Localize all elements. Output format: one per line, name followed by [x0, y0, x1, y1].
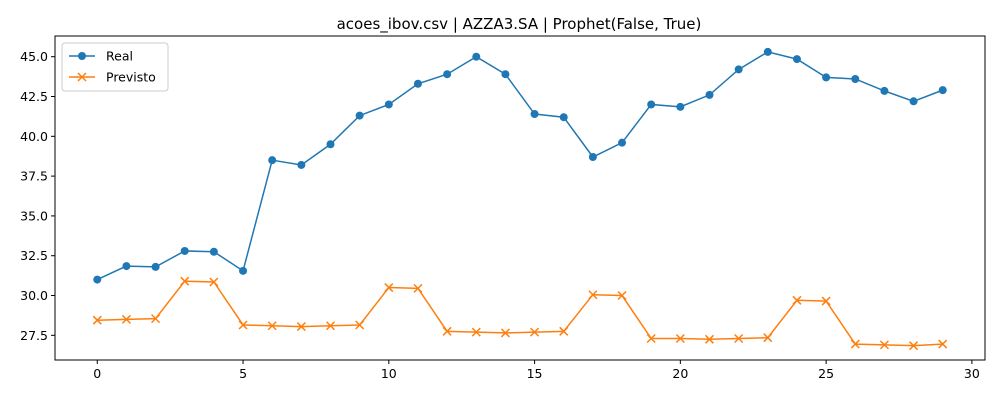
data-point-real — [326, 140, 335, 149]
plot-area — [54, 35, 986, 361]
x-tick-label: 10 — [381, 366, 397, 381]
data-point-real — [559, 113, 568, 122]
y-tick-label: 42.5 — [20, 89, 48, 104]
data-point-previsto — [792, 295, 802, 305]
data-point-real — [618, 138, 627, 147]
data-point-real — [384, 100, 393, 109]
data-point-previsto — [471, 327, 481, 337]
legend-marker-real — [78, 52, 86, 60]
data-point-previsto — [92, 315, 102, 325]
data-point-real — [297, 160, 306, 169]
data-point-previsto — [909, 341, 919, 351]
data-point-real — [763, 47, 772, 56]
data-point-previsto — [413, 283, 423, 293]
x-tick-label: 5 — [239, 366, 247, 381]
data-point-previsto — [267, 321, 277, 331]
data-point-real — [938, 86, 947, 95]
data-point-real — [180, 246, 189, 255]
data-point-previsto — [238, 320, 248, 330]
data-point-previsto — [763, 333, 773, 343]
data-point-real — [122, 262, 131, 271]
legend-entry-previsto: Previsto — [69, 70, 156, 85]
legend-frame — [61, 42, 169, 92]
data-point-previsto — [530, 327, 540, 337]
series-layer — [92, 47, 948, 351]
data-point-real — [647, 100, 656, 109]
y-tick-label: 35.0 — [20, 208, 48, 223]
y-tick-label: 27.5 — [20, 328, 48, 343]
data-point-previsto — [209, 277, 219, 287]
plot-frame — [54, 35, 986, 361]
data-point-real — [209, 247, 218, 256]
data-point-previsto — [559, 326, 569, 336]
data-point-real — [151, 262, 160, 271]
data-point-real — [443, 70, 452, 79]
data-point-previsto — [704, 334, 715, 344]
data-point-real — [268, 156, 277, 165]
data-point-real — [472, 52, 481, 61]
legend-entry-real: Real — [69, 49, 133, 64]
data-point-previsto — [296, 322, 306, 332]
y-tick-label: 30.0 — [20, 288, 48, 303]
data-point-real — [239, 266, 248, 275]
data-point-previsto — [588, 290, 598, 300]
y-tick-label: 45.0 — [20, 49, 48, 64]
legend-label-real: Real — [106, 49, 133, 64]
data-point-real — [413, 79, 422, 88]
series-real — [93, 47, 947, 284]
data-point-previsto — [821, 296, 831, 306]
data-point-previsto — [879, 340, 889, 350]
data-point-real — [530, 110, 539, 119]
data-point-real — [705, 90, 714, 99]
data-point-previsto — [151, 314, 161, 324]
legend-label-previsto: Previsto — [106, 70, 156, 85]
data-point-previsto — [734, 333, 744, 344]
data-point-previsto — [325, 321, 336, 331]
data-point-previsto — [500, 328, 510, 338]
data-point-real — [501, 70, 510, 79]
x-axis: 0 5 10 15 20 25 30 — [93, 360, 980, 381]
x-tick-label: 25 — [818, 366, 834, 381]
x-tick-label: 30 — [964, 366, 980, 381]
series-line-real — [96, 51, 943, 281]
x-tick-label: 15 — [527, 366, 543, 381]
data-point-real — [588, 153, 597, 162]
legend: Real Previsto — [61, 42, 169, 92]
data-point-real — [792, 55, 801, 64]
data-point-previsto — [355, 320, 365, 330]
series-line-previsto — [97, 280, 943, 347]
x-tick-label: 20 — [672, 366, 688, 381]
legend-marker-previsto — [77, 72, 87, 82]
data-point-real — [909, 97, 918, 106]
x-tick-label: 0 — [93, 366, 101, 381]
data-point-real — [822, 73, 831, 82]
data-point-real — [734, 65, 743, 74]
data-point-previsto — [384, 283, 394, 293]
data-point-real — [676, 102, 685, 111]
data-point-previsto — [442, 326, 452, 336]
data-point-previsto — [121, 314, 131, 324]
chart-title: acoes_ibov.csv | AZZA3.SA | Prophet(Fals… — [337, 15, 702, 34]
y-axis: 27.5 30.0 32.5 35.0 37.5 40.0 42.5 45.0 — [20, 49, 55, 343]
data-point-real — [93, 275, 102, 284]
series-previsto — [92, 276, 948, 351]
data-point-previsto — [646, 333, 656, 344]
data-point-real — [355, 111, 364, 120]
data-point-previsto — [617, 290, 627, 301]
y-tick-label: 40.0 — [20, 129, 48, 144]
data-point-previsto — [675, 333, 685, 344]
data-point-previsto — [180, 276, 190, 286]
y-tick-label: 37.5 — [20, 169, 48, 184]
data-point-previsto — [938, 339, 948, 349]
data-point-real — [851, 74, 860, 83]
data-point-previsto — [850, 339, 860, 349]
data-point-real — [880, 86, 889, 95]
y-tick-label: 32.5 — [20, 248, 48, 263]
